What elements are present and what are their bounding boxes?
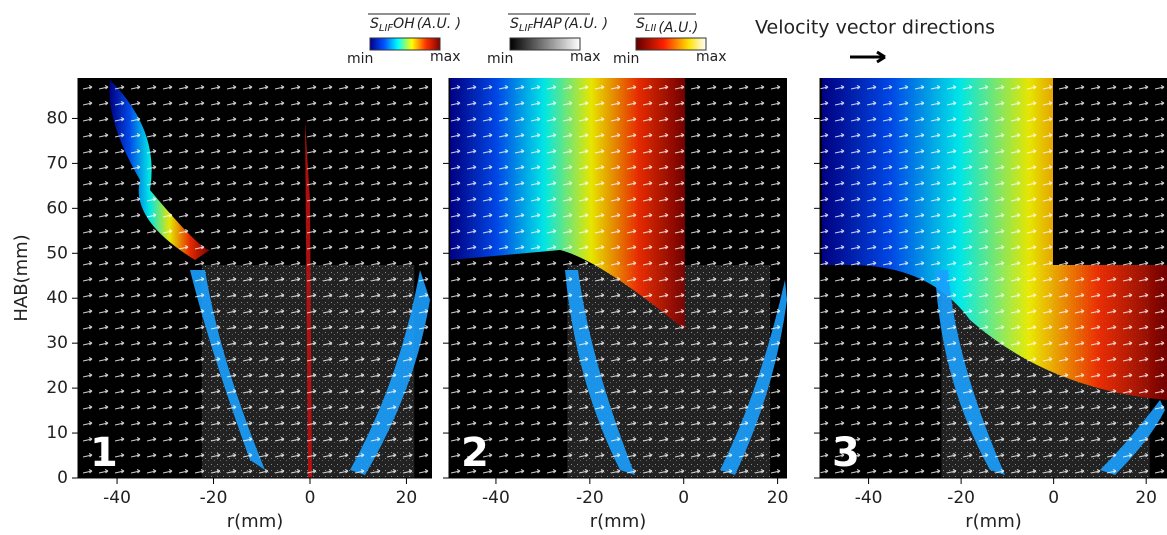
legend-title: SLIFHAP (A.U. ) [510,16,608,34]
colorbar [509,37,581,51]
x-tick-label: -20 [200,488,228,508]
panel-label: 3 [832,430,860,476]
panel-label: 2 [461,430,489,476]
vector-label: Velocity vector directions [755,17,995,39]
legend-min: min [347,51,373,67]
x-tick-label: 0 [1048,488,1059,508]
vector-field [820,78,1167,478]
legend-unit: (A.U.) [658,20,698,36]
legend-unit: (A.U. ) [564,16,608,32]
x-axis-label: r(mm) [965,511,1022,532]
x-tick-label: -40 [482,488,510,508]
y-tick-label: 30 [46,333,68,353]
y-tick-label: 0 [57,468,68,488]
y-tick-label: 50 [46,243,68,263]
vector-arrow [850,50,886,64]
y-tick-label: 60 [46,198,68,218]
x-tick-label: 0 [305,488,316,508]
legend-symbol: S [636,16,645,32]
legend-unit: (A.U. ) [417,16,461,32]
x-tick-label: -40 [855,488,883,508]
vector-field [449,78,787,478]
legend-title: SLIFOH (A.U. ) [370,16,461,34]
legend-sub: LII [645,23,657,34]
vector-field [78,78,432,478]
x-tick-label: -20 [947,488,975,508]
y-tick-label: 40 [46,288,68,308]
legend-sub: LIF [379,23,394,34]
y-tick-label: 70 [46,153,68,173]
x-axis-label: r(mm) [227,511,284,532]
legend-max: max [570,49,601,65]
y-tick-label: 20 [46,378,68,398]
x-tick-label: 20 [1135,488,1157,508]
legend-min: min [613,51,639,67]
legend-sub: LIF [519,23,534,34]
y-axis-label: HAB(mm) [11,234,32,321]
y-tick-label: 80 [46,108,68,128]
legend-symbol: S [370,16,379,32]
legend-suffix: HAP [533,16,562,32]
legend-min: min [487,51,513,67]
legend-symbol: S [510,16,519,32]
x-tick-label: -20 [576,488,604,508]
x-tick-label: -40 [103,488,131,508]
colorbar [635,37,707,51]
x-tick-label: 0 [678,488,689,508]
x-axis-label: r(mm) [590,511,647,532]
legend-title: SLII (A.U.) [636,16,698,36]
colorbar [369,37,441,51]
legend-max: max [430,49,461,65]
x-tick-label: 20 [767,488,789,508]
x-tick-label: 20 [396,488,418,508]
legend-max: max [696,49,727,65]
y-tick-label: 10 [46,423,68,443]
legend-suffix: OH [393,16,415,32]
panel-label: 1 [90,430,118,476]
